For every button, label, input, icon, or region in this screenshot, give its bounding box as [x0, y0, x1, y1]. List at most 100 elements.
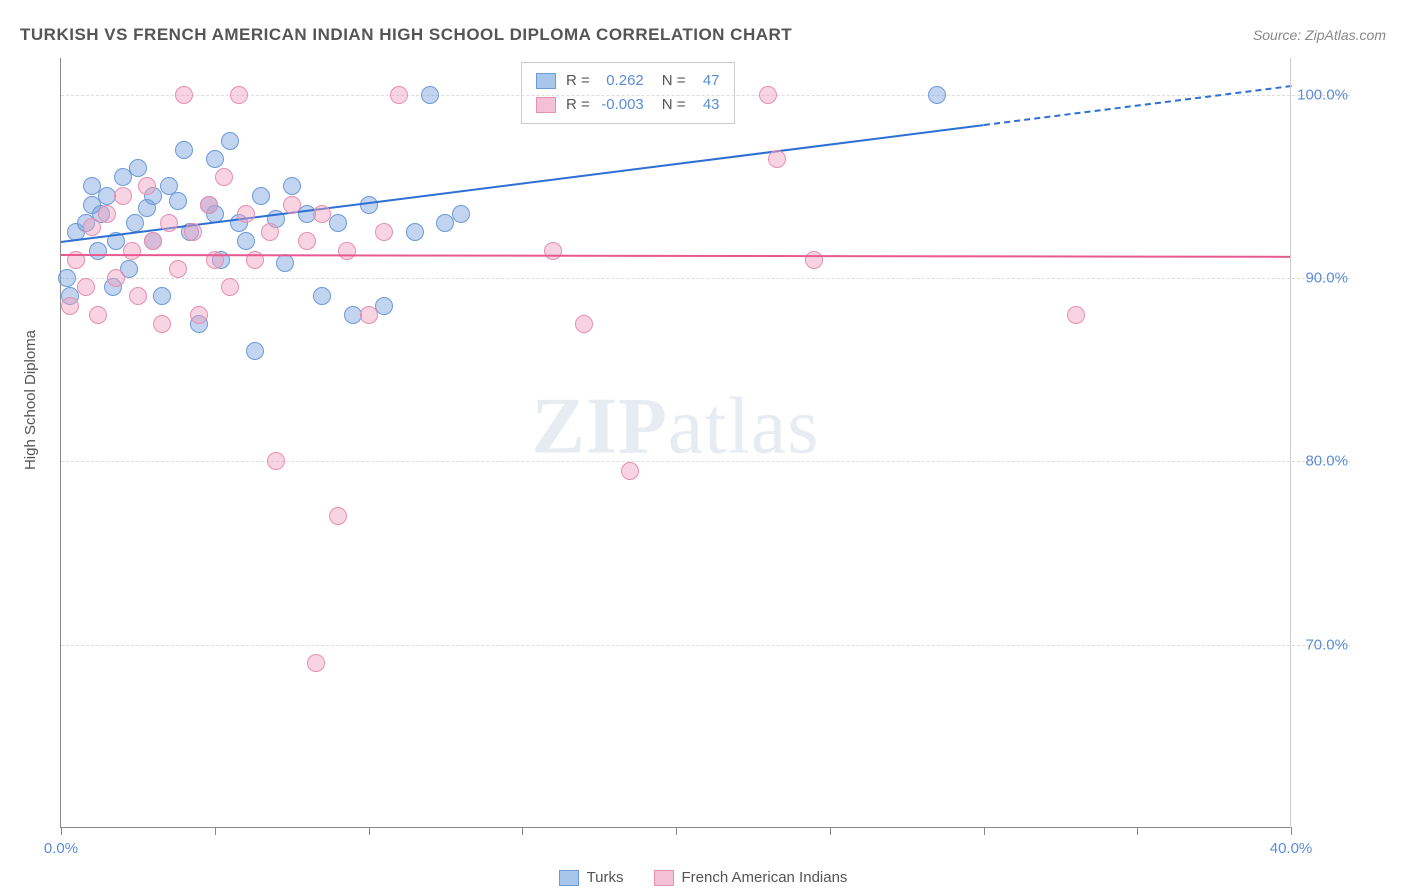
- scatter-point: [313, 205, 331, 223]
- x-tick: [369, 827, 370, 835]
- scatter-point: [276, 254, 294, 272]
- scatter-point: [215, 168, 233, 186]
- scatter-point: [390, 86, 408, 104]
- scatter-point: [169, 260, 187, 278]
- scatter-point: [129, 159, 147, 177]
- scatter-point: [768, 150, 786, 168]
- legend-item: Turks: [559, 869, 624, 886]
- scatter-point: [107, 269, 125, 287]
- x-tick: [215, 827, 216, 835]
- n-value: 43: [690, 93, 720, 117]
- scatter-point: [759, 86, 777, 104]
- scatter-point: [77, 278, 95, 296]
- legend-swatch: [654, 870, 674, 886]
- x-tick: [1291, 827, 1292, 835]
- scatter-point: [338, 242, 356, 260]
- scatter-point: [360, 306, 378, 324]
- scatter-point: [89, 306, 107, 324]
- legend-label: French American Indians: [682, 869, 848, 886]
- plot-area: ZIPatlas R =0.262N =47R =-0.003N =43 70.…: [60, 58, 1290, 828]
- trend-line: [983, 86, 1291, 127]
- scatter-point: [267, 452, 285, 470]
- watermark: ZIPatlas: [532, 382, 820, 473]
- r-label: R =: [566, 93, 590, 117]
- chart-title: TURKISH VS FRENCH AMERICAN INDIAN HIGH S…: [20, 25, 792, 45]
- stats-legend: R =0.262 N =47 R =-0.003 N =43: [521, 62, 735, 124]
- x-tick: [830, 827, 831, 835]
- x-tick: [61, 827, 62, 835]
- scatter-point: [175, 141, 193, 159]
- scatter-point: [237, 232, 255, 250]
- n-label: N =: [662, 93, 686, 117]
- chart-container: TURKISH VS FRENCH AMERICAN INDIAN HIGH S…: [0, 0, 1406, 892]
- scatter-point: [805, 251, 823, 269]
- gridline: [61, 278, 1350, 279]
- scatter-point: [329, 214, 347, 232]
- scatter-point: [184, 223, 202, 241]
- scatter-point: [421, 86, 439, 104]
- scatter-point: [406, 223, 424, 241]
- title-bar: TURKISH VS FRENCH AMERICAN INDIAN HIGH S…: [20, 20, 1386, 50]
- scatter-point: [544, 242, 562, 260]
- gridline: [61, 645, 1350, 646]
- y-tick-label: 80.0%: [1305, 453, 1348, 470]
- scatter-point: [230, 86, 248, 104]
- scatter-point: [928, 86, 946, 104]
- scatter-point: [89, 242, 107, 260]
- r-value: 0.262: [594, 69, 644, 93]
- scatter-point: [206, 150, 224, 168]
- legend-item: French American Indians: [654, 869, 848, 886]
- scatter-point: [144, 232, 162, 250]
- y-axis-label: High School Diploma: [22, 330, 39, 470]
- scatter-point: [129, 287, 147, 305]
- scatter-point: [575, 315, 593, 333]
- y-tick-label: 100.0%: [1297, 86, 1348, 103]
- scatter-point: [153, 315, 171, 333]
- scatter-point: [252, 187, 270, 205]
- legend-swatch: [536, 97, 556, 113]
- legend-label: Turks: [587, 869, 624, 886]
- x-tick: [676, 827, 677, 835]
- scatter-point: [190, 306, 208, 324]
- watermark-atlas: atlas: [668, 383, 820, 471]
- source-label: Source: ZipAtlas.com: [1253, 27, 1386, 43]
- y-tick-label: 90.0%: [1305, 270, 1348, 287]
- scatter-point: [329, 507, 347, 525]
- scatter-point: [313, 287, 331, 305]
- scatter-point: [246, 342, 264, 360]
- n-value: 47: [690, 69, 720, 93]
- scatter-point: [452, 205, 470, 223]
- scatter-point: [61, 297, 79, 315]
- x-tick: [984, 827, 985, 835]
- scatter-point: [283, 177, 301, 195]
- scatter-point: [261, 223, 279, 241]
- scatter-point: [200, 196, 218, 214]
- x-tick-label: 40.0%: [1270, 840, 1313, 857]
- scatter-point: [153, 287, 171, 305]
- scatter-point: [126, 214, 144, 232]
- scatter-point: [375, 297, 393, 315]
- scatter-point: [175, 86, 193, 104]
- scatter-point: [138, 177, 156, 195]
- n-label: N =: [662, 69, 686, 93]
- scatter-point: [298, 232, 316, 250]
- x-tick: [522, 827, 523, 835]
- scatter-point: [114, 187, 132, 205]
- scatter-point: [307, 654, 325, 672]
- r-value: -0.003: [594, 93, 644, 117]
- scatter-point: [375, 223, 393, 241]
- scatter-point: [123, 242, 141, 260]
- scatter-point: [237, 205, 255, 223]
- scatter-point: [160, 214, 178, 232]
- scatter-point: [221, 132, 239, 150]
- y-tick-label: 70.0%: [1305, 636, 1348, 653]
- scatter-point: [221, 278, 239, 296]
- r-label: R =: [566, 69, 590, 93]
- x-tick: [1137, 827, 1138, 835]
- legend-swatch: [559, 870, 579, 886]
- scatter-point: [58, 269, 76, 287]
- gridline: [61, 461, 1350, 462]
- watermark-zip: ZIP: [532, 383, 668, 471]
- stats-legend-row: R =0.262 N =47: [536, 69, 720, 93]
- scatter-point: [621, 462, 639, 480]
